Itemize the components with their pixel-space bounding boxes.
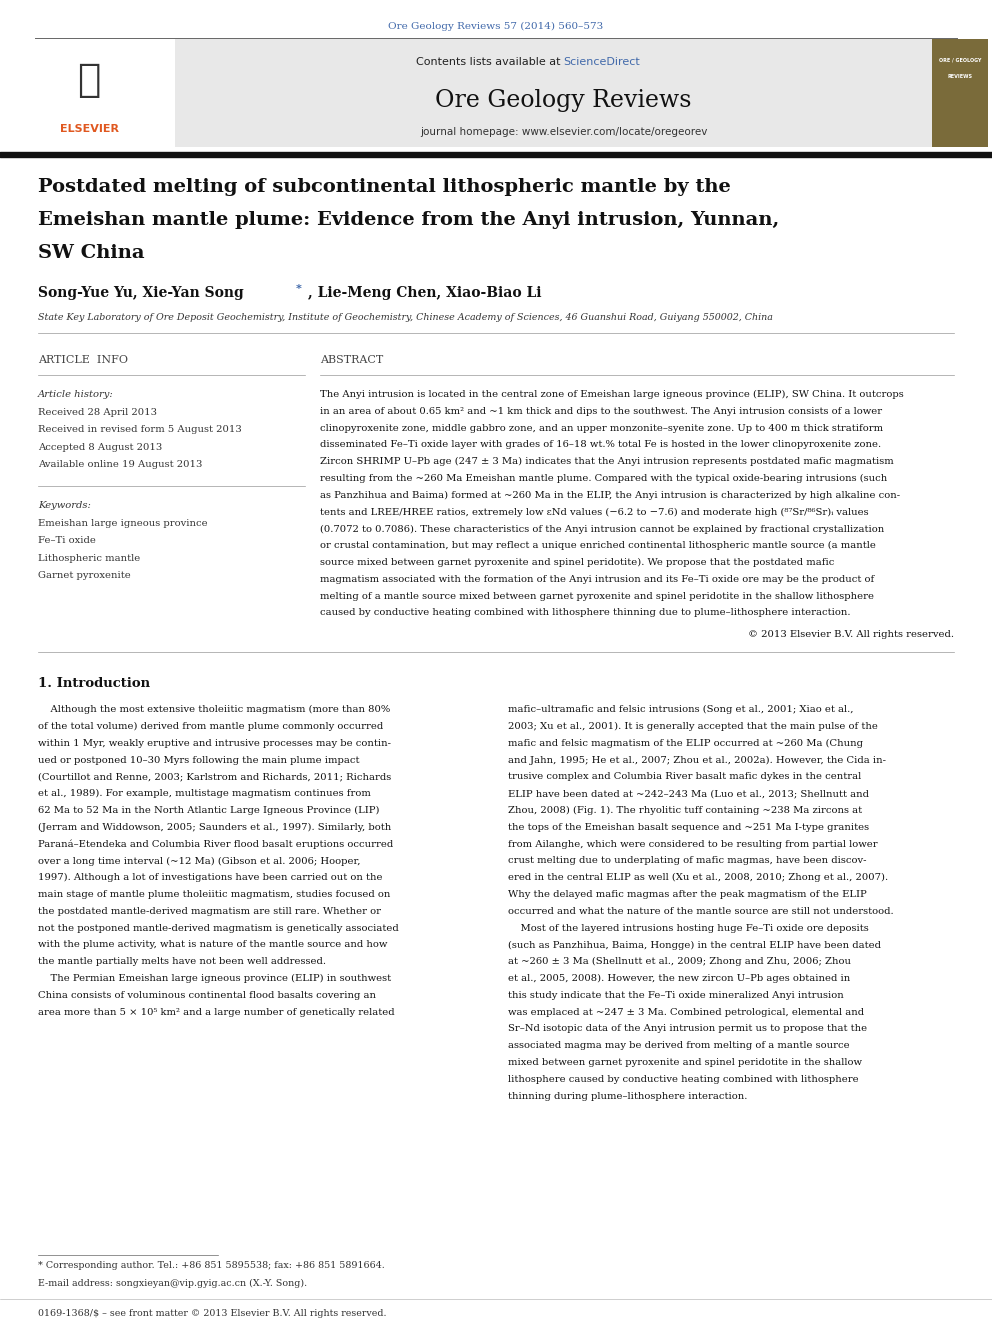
Text: ARTICLE  INFO: ARTICLE INFO	[38, 355, 128, 365]
Text: The Anyi intrusion is located in the central zone of Emeishan large igneous prov: The Anyi intrusion is located in the cen…	[320, 390, 904, 400]
Text: at ~260 ± 3 Ma (Shellnutt et al., 2009; Zhong and Zhu, 2006; Zhou: at ~260 ± 3 Ma (Shellnutt et al., 2009; …	[508, 958, 851, 966]
Text: resulting from the ~260 Ma Emeishan mantle plume. Compared with the typical oxid: resulting from the ~260 Ma Emeishan mant…	[320, 474, 887, 483]
Text: 1997). Although a lot of investigations have been carried out on the: 1997). Although a lot of investigations …	[38, 873, 383, 882]
Text: E-mail address: songxieyan@vip.gyig.ac.cn (X.-Y. Song).: E-mail address: songxieyan@vip.gyig.ac.c…	[38, 1279, 308, 1289]
Text: Article history:: Article history:	[38, 390, 114, 400]
Text: mafic–ultramafic and felsic intrusions (Song et al., 2001; Xiao et al.,: mafic–ultramafic and felsic intrusions (…	[508, 705, 853, 714]
Text: magmatism associated with the formation of the Anyi intrusion and its Fe–Ti oxid: magmatism associated with the formation …	[320, 574, 874, 583]
Text: ued or postponed 10–30 Myrs following the main plume impact: ued or postponed 10–30 Myrs following th…	[38, 755, 359, 765]
Text: 0169-1368/$ – see front matter © 2013 Elsevier B.V. All rights reserved.: 0169-1368/$ – see front matter © 2013 El…	[38, 1308, 387, 1318]
Text: 🌳: 🌳	[77, 61, 100, 99]
Text: main stage of mantle plume tholeiitic magmatism, studies focused on: main stage of mantle plume tholeiitic ma…	[38, 890, 391, 900]
Text: Received in revised form 5 August 2013: Received in revised form 5 August 2013	[38, 426, 242, 434]
Text: in an area of about 0.65 km² and ~1 km thick and dips to the southwest. The Anyi: in an area of about 0.65 km² and ~1 km t…	[320, 406, 882, 415]
Text: * Corresponding author. Tel.: +86 851 5895538; fax: +86 851 5891664.: * Corresponding author. Tel.: +86 851 58…	[38, 1261, 385, 1270]
Text: Zircon SHRIMP U–Pb age (247 ± 3 Ma) indicates that the Anyi intrusion represents: Zircon SHRIMP U–Pb age (247 ± 3 Ma) indi…	[320, 458, 894, 466]
Text: REVIEWS: REVIEWS	[947, 74, 972, 79]
FancyBboxPatch shape	[932, 38, 988, 147]
Text: Emeishan large igneous province: Emeishan large igneous province	[38, 519, 207, 528]
Text: 1. Introduction: 1. Introduction	[38, 677, 150, 691]
Text: ScienceDirect: ScienceDirect	[563, 57, 640, 67]
Text: Received 28 April 2013: Received 28 April 2013	[38, 407, 157, 417]
Text: area more than 5 × 10⁵ km² and a large number of genetically related: area more than 5 × 10⁵ km² and a large n…	[38, 1008, 395, 1016]
Text: thinning during plume–lithosphere interaction.: thinning during plume–lithosphere intera…	[508, 1091, 747, 1101]
Text: within 1 Myr, weakly eruptive and intrusive processes may be contin-: within 1 Myr, weakly eruptive and intrus…	[38, 738, 391, 747]
Text: (Jerram and Widdowson, 2005; Saunders et al., 1997). Similarly, both: (Jerram and Widdowson, 2005; Saunders et…	[38, 823, 391, 832]
Text: (0.7072 to 0.7086). These characteristics of the Anyi intrusion cannot be explai: (0.7072 to 0.7086). These characteristic…	[320, 524, 884, 533]
Text: Accepted 8 August 2013: Accepted 8 August 2013	[38, 443, 163, 452]
Text: as Panzhihua and Baima) formed at ~260 Ma in the ELIP, the Anyi intrusion is cha: as Panzhihua and Baima) formed at ~260 M…	[320, 491, 900, 500]
Text: Paraná–Etendeka and Columbia River flood basalt eruptions occurred: Paraná–Etendeka and Columbia River flood…	[38, 840, 393, 849]
Text: Sr–Nd isotopic data of the Anyi intrusion permit us to propose that the: Sr–Nd isotopic data of the Anyi intrusio…	[508, 1024, 867, 1033]
Text: Contents lists available at: Contents lists available at	[416, 57, 563, 67]
Text: with the plume activity, what is nature of the mantle source and how: with the plume activity, what is nature …	[38, 941, 387, 950]
Text: lithosphere caused by conductive heating combined with lithosphere: lithosphere caused by conductive heating…	[508, 1074, 859, 1084]
Text: 2003; Xu et al., 2001). It is generally accepted that the main pulse of the: 2003; Xu et al., 2001). It is generally …	[508, 722, 878, 732]
Text: Ore Geology Reviews 57 (2014) 560–573: Ore Geology Reviews 57 (2014) 560–573	[389, 22, 603, 32]
Text: the mantle partially melts have not been well addressed.: the mantle partially melts have not been…	[38, 958, 326, 966]
Text: disseminated Fe–Ti oxide layer with grades of 16–18 wt.% total Fe is hosted in t: disseminated Fe–Ti oxide layer with grad…	[320, 441, 881, 450]
Text: ORE / GEOLOGY: ORE / GEOLOGY	[938, 57, 981, 62]
Text: State Key Laboratory of Ore Deposit Geochemistry, Institute of Geochemistry, Chi: State Key Laboratory of Ore Deposit Geoc…	[38, 314, 773, 321]
Text: Ore Geology Reviews: Ore Geology Reviews	[435, 89, 691, 112]
Text: Song-Yue Yu, Xie-Yan Song: Song-Yue Yu, Xie-Yan Song	[38, 286, 244, 300]
Text: Although the most extensive tholeiitic magmatism (more than 80%: Although the most extensive tholeiitic m…	[38, 705, 390, 714]
Text: mixed between garnet pyroxenite and spinel peridotite in the shallow: mixed between garnet pyroxenite and spin…	[508, 1058, 862, 1068]
Text: et al., 2005, 2008). However, the new zircon U–Pb ages obtained in: et al., 2005, 2008). However, the new zi…	[508, 974, 850, 983]
Text: *: *	[296, 284, 302, 294]
Text: source mixed between garnet pyroxenite and spinel peridotite). We propose that t: source mixed between garnet pyroxenite a…	[320, 558, 834, 568]
FancyBboxPatch shape	[30, 38, 175, 147]
Text: The Permian Emeishan large igneous province (ELIP) in southwest: The Permian Emeishan large igneous provi…	[38, 974, 391, 983]
Text: of the total volume) derived from mantle plume commonly occurred: of the total volume) derived from mantle…	[38, 722, 383, 732]
Text: mafic and felsic magmatism of the ELIP occurred at ~260 Ma (Chung: mafic and felsic magmatism of the ELIP o…	[508, 738, 863, 747]
Text: ELIP have been dated at ~242–243 Ma (Luo et al., 2013; Shellnutt and: ELIP have been dated at ~242–243 Ma (Luo…	[508, 790, 869, 798]
Text: and Jahn, 1995; He et al., 2007; Zhou et al., 2002a). However, the Cida in-: and Jahn, 1995; He et al., 2007; Zhou et…	[508, 755, 886, 765]
Text: ELSEVIER: ELSEVIER	[60, 124, 118, 134]
Text: China consists of voluminous continental flood basalts covering an: China consists of voluminous continental…	[38, 991, 376, 1000]
Text: melting of a mantle source mixed between garnet pyroxenite and spinel peridotite: melting of a mantle source mixed between…	[320, 591, 874, 601]
Text: Emeishan mantle plume: Evidence from the Anyi intrusion, Yunnan,: Emeishan mantle plume: Evidence from the…	[38, 210, 780, 229]
FancyBboxPatch shape	[30, 38, 932, 147]
Text: or crustal contamination, but may reflect a unique enriched continental lithosph: or crustal contamination, but may reflec…	[320, 541, 876, 550]
Text: from Ailanghe, which were considered to be resulting from partial lower: from Ailanghe, which were considered to …	[508, 840, 878, 848]
Text: et al., 1989). For example, multistage magmatism continues from: et al., 1989). For example, multistage m…	[38, 790, 371, 798]
Text: was emplaced at ~247 ± 3 Ma. Combined petrological, elemental and: was emplaced at ~247 ± 3 Ma. Combined pe…	[508, 1008, 864, 1016]
Text: ered in the central ELIP as well (Xu et al., 2008, 2010; Zhong et al., 2007).: ered in the central ELIP as well (Xu et …	[508, 873, 888, 882]
Text: Available online 19 August 2013: Available online 19 August 2013	[38, 460, 202, 470]
Text: occurred and what the nature of the mantle source are still not understood.: occurred and what the nature of the mant…	[508, 906, 894, 916]
Text: Postdated melting of subcontinental lithospheric mantle by the: Postdated melting of subcontinental lith…	[38, 179, 731, 196]
Text: crust melting due to underplating of mafic magmas, have been discov-: crust melting due to underplating of maf…	[508, 856, 866, 865]
Text: Most of the layered intrusions hosting huge Fe–Ti oxide ore deposits: Most of the layered intrusions hosting h…	[508, 923, 869, 933]
Text: , Lie-Meng Chen, Xiao-Biao Li: , Lie-Meng Chen, Xiao-Biao Li	[308, 286, 542, 300]
Text: SW China: SW China	[38, 243, 145, 262]
Text: the postdated mantle-derived magmatism are still rare. Whether or: the postdated mantle-derived magmatism a…	[38, 906, 381, 916]
Text: Fe–Ti oxide: Fe–Ti oxide	[38, 537, 96, 545]
Text: © 2013 Elsevier B.V. All rights reserved.: © 2013 Elsevier B.V. All rights reserved…	[748, 630, 954, 639]
Text: Lithospheric mantle: Lithospheric mantle	[38, 554, 140, 564]
Text: trusive complex and Columbia River basalt mafic dykes in the central: trusive complex and Columbia River basal…	[508, 773, 861, 782]
Text: the tops of the Emeishan basalt sequence and ~251 Ma I-type granites: the tops of the Emeishan basalt sequence…	[508, 823, 869, 832]
Text: this study indicate that the Fe–Ti oxide mineralized Anyi intrusion: this study indicate that the Fe–Ti oxide…	[508, 991, 844, 1000]
Text: ABSTRACT: ABSTRACT	[320, 355, 383, 365]
Text: not the postponed mantle-derived magmatism is genetically associated: not the postponed mantle-derived magmati…	[38, 923, 399, 933]
Text: Zhou, 2008) (Fig. 1). The rhyolitic tuff containing ~238 Ma zircons at: Zhou, 2008) (Fig. 1). The rhyolitic tuff…	[508, 806, 862, 815]
Text: associated magma may be derived from melting of a mantle source: associated magma may be derived from mel…	[508, 1041, 849, 1050]
Text: Keywords:: Keywords:	[38, 501, 91, 509]
Text: journal homepage: www.elsevier.com/locate/oregeorev: journal homepage: www.elsevier.com/locat…	[420, 127, 707, 138]
Text: (Courtillot and Renne, 2003; Karlstrom and Richards, 2011; Richards: (Courtillot and Renne, 2003; Karlstrom a…	[38, 773, 391, 782]
Text: over a long time interval (~12 Ma) (Gibson et al. 2006; Hooper,: over a long time interval (~12 Ma) (Gibs…	[38, 856, 360, 865]
Text: Why the delayed mafic magmas after the peak magmatism of the ELIP: Why the delayed mafic magmas after the p…	[508, 890, 867, 900]
Text: clinopyroxenite zone, middle gabbro zone, and an upper monzonite–syenite zone. U: clinopyroxenite zone, middle gabbro zone…	[320, 423, 883, 433]
Text: tents and LREE/HREE ratios, extremely low εNd values (−6.2 to −7.6) and moderate: tents and LREE/HREE ratios, extremely lo…	[320, 508, 869, 517]
Text: (such as Panzhihua, Baima, Hongge) in the central ELIP have been dated: (such as Panzhihua, Baima, Hongge) in th…	[508, 941, 881, 950]
Text: caused by conductive heating combined with lithosphere thinning due to plume–lit: caused by conductive heating combined wi…	[320, 609, 850, 618]
Text: Garnet pyroxenite: Garnet pyroxenite	[38, 572, 131, 581]
Text: 62 Ma to 52 Ma in the North Atlantic Large Igneous Province (LIP): 62 Ma to 52 Ma in the North Atlantic Lar…	[38, 806, 380, 815]
